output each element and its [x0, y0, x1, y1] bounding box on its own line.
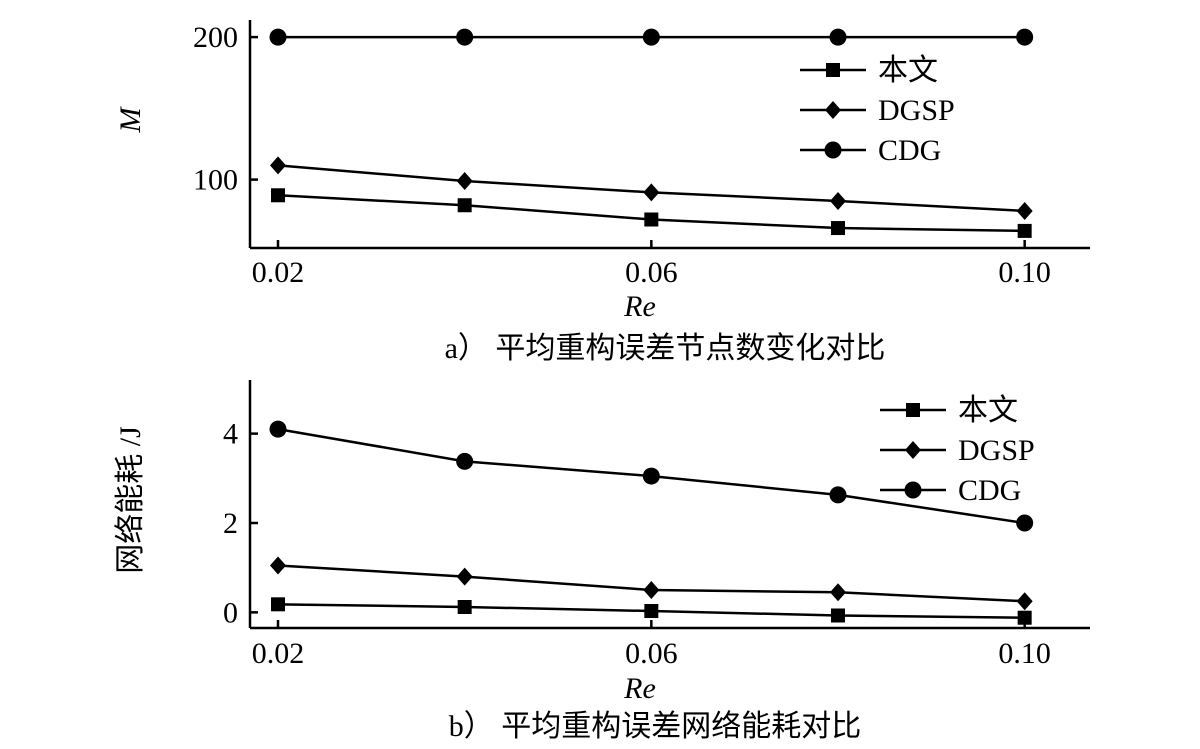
data-point — [270, 156, 286, 175]
data-point — [271, 597, 285, 612]
data-point — [456, 28, 474, 46]
y-tick-label: 4 — [223, 418, 238, 451]
plot-area: 0.02 0.06 0.10 0 2 4 本文 DGSP CDG — [223, 380, 1090, 670]
series-diamond — [270, 156, 1033, 220]
caption-a: a） 平均重构误差节点数变化对比 — [445, 332, 886, 365]
legend-item: DGSP — [880, 434, 1035, 467]
legend-marker — [906, 403, 920, 417]
legend-label: CDG — [958, 474, 1021, 507]
y-tick-label: 2 — [223, 507, 238, 540]
data-point — [1016, 592, 1033, 611]
plot-area: 0.02 0.06 0.10 100 200 本文 DGSP CDG — [193, 20, 1090, 289]
data-point — [1017, 610, 1032, 625]
caption-b: b） 平均重构误差网络能耗对比 — [449, 710, 862, 743]
data-point — [829, 28, 847, 46]
data-point — [457, 599, 472, 614]
data-point — [456, 452, 474, 470]
x-axis-label: Re — [623, 290, 656, 323]
legend-item: 本文 — [880, 394, 1018, 427]
data-point — [644, 212, 659, 227]
data-point — [1017, 223, 1032, 238]
series-circle — [269, 420, 1034, 532]
series-square — [271, 188, 1032, 238]
data-point — [644, 604, 659, 619]
data-point — [830, 191, 846, 210]
x-axis-label: Re — [623, 672, 656, 705]
legend-marker — [824, 141, 842, 159]
legend-item: 本文 — [800, 54, 938, 87]
data-point — [1016, 28, 1034, 46]
legend-item: DGSP — [800, 94, 955, 127]
y-tick-label: 100 — [193, 164, 238, 197]
data-point — [642, 28, 660, 46]
legend-label: 本文 — [958, 394, 1018, 427]
data-point — [643, 183, 660, 202]
y-axis-label: M — [114, 106, 147, 134]
legend-label: 本文 — [878, 54, 938, 87]
data-point — [269, 420, 287, 438]
legend-item: CDG — [880, 474, 1021, 507]
data-point — [1016, 201, 1033, 220]
data-point — [269, 28, 287, 46]
x-tick-label: 0.02 — [252, 637, 305, 670]
chart-panel-a: 0.02 0.06 0.10 100 200 本文 DGSP CDG Re M a） 平均重构… — [114, 20, 1090, 365]
series-diamond — [270, 556, 1033, 611]
legend-label: DGSP — [878, 94, 955, 127]
x-tick-label: 0.06 — [625, 637, 678, 670]
chart-panel-b: 0.02 0.06 0.10 0 2 4 本文 DGSP CDG Re 网络能耗 /J b） 平… — [114, 380, 1090, 743]
data-point — [830, 583, 846, 602]
legend-marker — [904, 481, 922, 499]
legend-marker — [825, 101, 841, 119]
data-point — [456, 567, 473, 586]
data-point — [829, 486, 847, 504]
x-tick-label: 0.10 — [998, 256, 1051, 289]
data-point — [456, 172, 473, 191]
data-point — [271, 188, 285, 203]
data-point — [643, 581, 660, 600]
legend-item: CDG — [800, 134, 941, 167]
data-point — [642, 467, 660, 485]
x-tick-label: 0.02 — [252, 256, 305, 289]
legend-label: CDG — [878, 134, 941, 167]
data-point — [831, 608, 845, 623]
series-square — [271, 597, 1032, 625]
data-point — [457, 198, 472, 213]
data-point — [270, 556, 286, 575]
legend-marker — [905, 441, 921, 459]
data-point — [831, 221, 845, 236]
series-circle — [269, 28, 1034, 46]
y-tick-label: 0 — [223, 596, 238, 629]
y-tick-label: 200 — [193, 21, 238, 54]
x-tick-label: 0.10 — [998, 637, 1051, 670]
y-axis-label: 网络能耗 /J — [114, 426, 147, 574]
x-tick-label: 0.06 — [625, 256, 678, 289]
legend-marker — [826, 63, 840, 77]
legend-label: DGSP — [958, 434, 1035, 467]
data-point — [1016, 514, 1034, 532]
